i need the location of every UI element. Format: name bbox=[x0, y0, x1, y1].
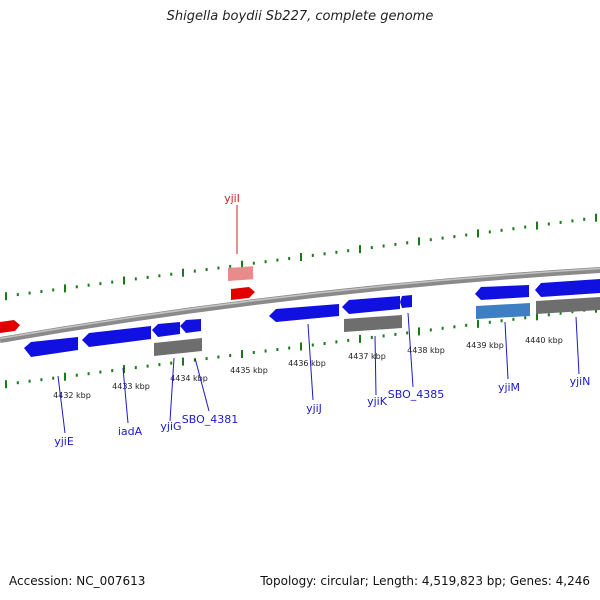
reverse-gene-yjiK[interactable] bbox=[342, 296, 400, 314]
kbp-label-4436: 4436 kbp bbox=[288, 359, 326, 368]
light-blue-feature[interactable] bbox=[476, 303, 530, 319]
forward-gene-yjiI[interactable] bbox=[231, 287, 255, 300]
gene-label-SBO_4385[interactable]: SBO_4385 bbox=[388, 388, 445, 401]
reverse-gene-iadA[interactable] bbox=[82, 326, 151, 347]
gene-label-yjiK[interactable]: yjiK bbox=[367, 395, 388, 408]
reverse-gene-yjiM[interactable] bbox=[475, 285, 529, 300]
forward-gene-left[interactable] bbox=[0, 320, 20, 333]
gene-label-iadA[interactable]: iadA bbox=[118, 425, 143, 438]
map-title: Shigella boydii Sb227, complete genome bbox=[166, 9, 434, 24]
forward-pseudogene-yjiI[interactable] bbox=[228, 266, 253, 282]
kbp-label-4433: 4433 kbp bbox=[112, 382, 150, 391]
genome-backbone-highlight bbox=[0, 267, 600, 340]
gray-feature-2[interactable] bbox=[344, 315, 402, 332]
reverse-gene-yjiG[interactable] bbox=[152, 322, 180, 337]
gene-label-yjiE[interactable]: yjiE bbox=[54, 435, 74, 448]
kbp-label-4440: 4440 kbp bbox=[525, 336, 563, 345]
reverse-gene-SBO_4385[interactable] bbox=[400, 295, 412, 308]
reverse-gene-yjiJ[interactable] bbox=[269, 304, 339, 322]
reverse-gene-yjiN[interactable] bbox=[535, 279, 600, 297]
gene-label-SBO_4381[interactable]: SBO_4381 bbox=[182, 413, 239, 426]
gene-label-yjiI[interactable]: yjiI bbox=[224, 192, 240, 205]
kbp-label-4434: 4434 kbp bbox=[170, 374, 208, 383]
kbp-label-4432: 4432 kbp bbox=[53, 391, 91, 400]
gene-label-yjiG[interactable]: yjiG bbox=[160, 420, 181, 433]
kbp-label-4438: 4438 kbp bbox=[407, 346, 445, 355]
kbp-label-4435: 4435 kbp bbox=[230, 366, 268, 375]
kbp-label-4437: 4437 kbp bbox=[348, 352, 386, 361]
accession-text: Accession: NC_007613 bbox=[9, 574, 146, 588]
gray-feature-3[interactable] bbox=[536, 297, 600, 314]
reverse-gene-yjiE[interactable] bbox=[24, 337, 78, 357]
reverse-gene-SBO_4381[interactable] bbox=[180, 319, 201, 333]
gray-feature-1[interactable] bbox=[154, 338, 202, 356]
label-leaders bbox=[57, 205, 580, 434]
topology-text: Topology: circular; Length: 4,519,823 bp… bbox=[260, 574, 590, 588]
gene-label-yjiJ[interactable]: yjiJ bbox=[306, 402, 322, 415]
genome-backbone bbox=[0, 267, 600, 343]
kbp-label-4439: 4439 kbp bbox=[466, 341, 504, 350]
gene-label-yjiN[interactable]: yjiN bbox=[570, 375, 591, 388]
forward-scale-ticks bbox=[5, 213, 597, 301]
gene-label-yjiM[interactable]: yjiM bbox=[498, 381, 520, 394]
